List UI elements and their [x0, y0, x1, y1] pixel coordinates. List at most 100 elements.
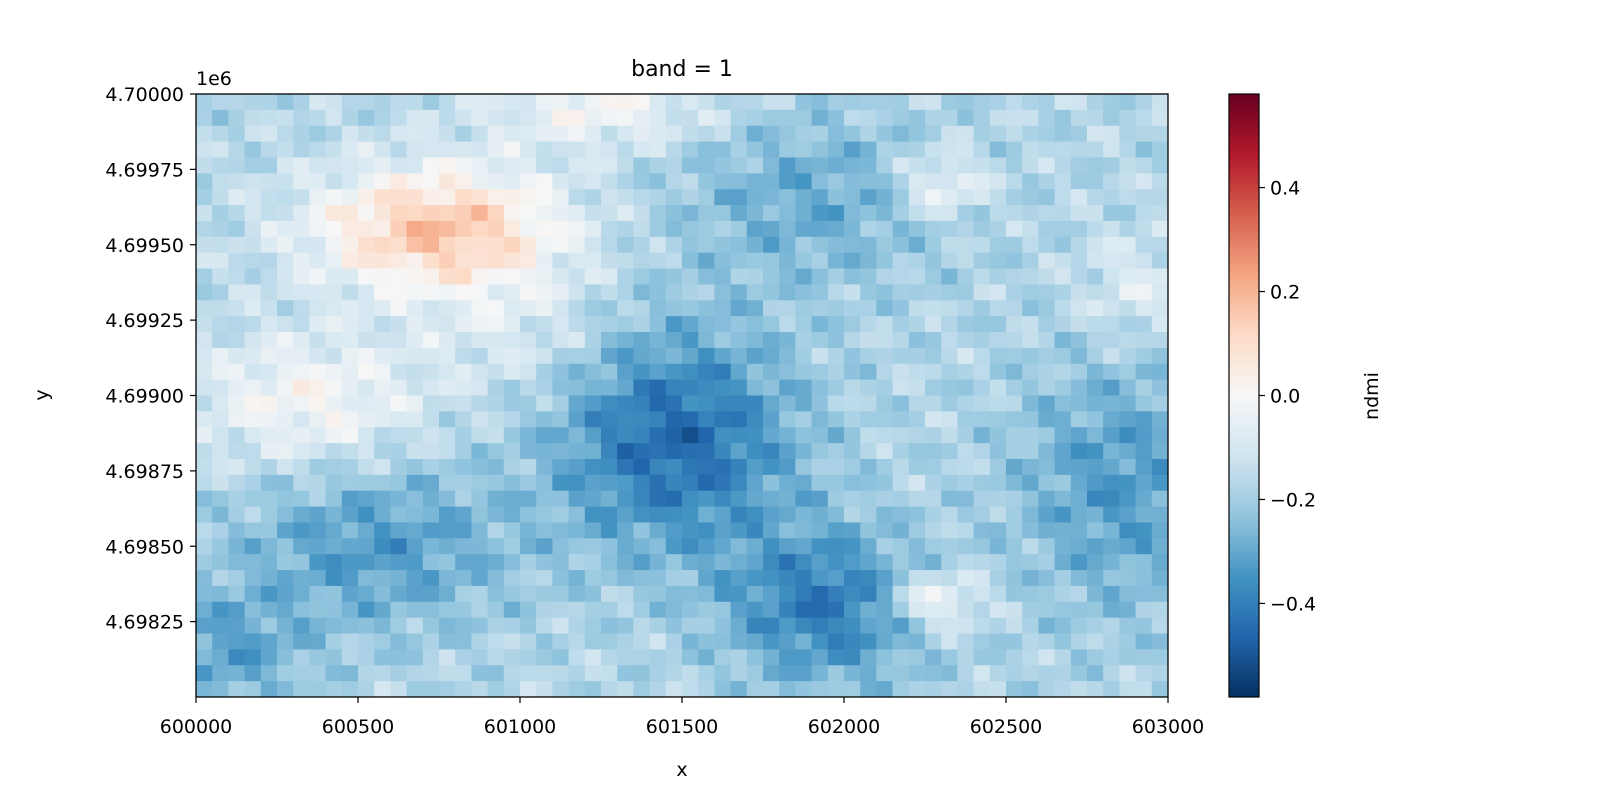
heatmap-cell: [325, 220, 343, 238]
heatmap-cell: [260, 601, 278, 619]
heatmap-cell: [422, 633, 440, 650]
heatmap-cell: [730, 554, 748, 571]
heatmap-cell: [973, 252, 991, 270]
heatmap-cell: [277, 363, 294, 381]
heatmap-cell: [536, 300, 553, 317]
heatmap-cell: [617, 665, 634, 682]
heatmap-cell: [827, 538, 845, 555]
heatmap-cell: [941, 94, 958, 111]
heatmap-cell: [422, 205, 440, 222]
heatmap-cell: [973, 458, 991, 476]
heatmap-cell: [487, 173, 505, 190]
heatmap-cell: [860, 157, 877, 174]
heatmap-cell: [1103, 506, 1120, 524]
heatmap-cell: [196, 347, 213, 365]
heatmap-cell: [212, 141, 229, 159]
heatmap-cell: [746, 284, 764, 301]
heatmap-cell: [260, 141, 278, 159]
heatmap-cell: [422, 617, 440, 635]
heatmap-cell: [633, 284, 651, 301]
heatmap-cell: [601, 94, 618, 111]
heatmap-cell: [536, 681, 553, 697]
heatmap-cell: [779, 316, 796, 333]
heatmap-cell: [973, 427, 991, 444]
heatmap-cell: [536, 665, 553, 682]
heatmap-cell: [763, 252, 780, 270]
heatmap-cell: [244, 189, 262, 206]
heatmap-cell: [471, 681, 489, 697]
heatmap-cell: [584, 363, 602, 381]
heatmap-cell: [957, 205, 975, 222]
heatmap-cell: [633, 617, 651, 635]
heatmap-cell: [811, 268, 829, 286]
heatmap-cell: [779, 681, 796, 697]
heatmap-cell: [1070, 284, 1088, 301]
heatmap-cell: [811, 570, 829, 587]
heatmap-cell: [617, 570, 634, 587]
heatmap-cell: [1151, 205, 1168, 222]
heatmap-cell: [568, 157, 586, 174]
heatmap-cell: [617, 268, 634, 286]
heatmap-cell: [1151, 617, 1168, 635]
heatmap-cell: [422, 665, 440, 682]
heatmap-cell: [908, 506, 926, 524]
heatmap-cell: [520, 252, 537, 270]
heatmap-cell: [471, 633, 489, 650]
heatmap-cell: [212, 109, 229, 127]
heatmap-cell: [876, 141, 894, 159]
heatmap-cell: [309, 268, 327, 286]
heatmap-cell: [795, 570, 813, 587]
heatmap-cell: [309, 284, 327, 301]
heatmap-cell: [584, 665, 602, 682]
heatmap-cell: [957, 252, 975, 270]
heatmap-cell: [196, 300, 213, 317]
heatmap-cell: [244, 490, 262, 508]
heatmap-cell: [536, 316, 553, 333]
heatmap-cell: [1087, 665, 1104, 682]
heatmap-cell: [763, 268, 780, 286]
heatmap-cell: [795, 141, 813, 159]
heatmap-cell: [795, 205, 813, 222]
heatmap-cell: [746, 236, 764, 254]
heatmap-cell: [892, 395, 910, 412]
colorbar: −0.4−0.20.00.20.4 ndmi: [1228, 93, 1383, 698]
heatmap-cell: [552, 189, 570, 206]
heatmap-cell: [358, 570, 375, 587]
heatmap-cell: [212, 458, 229, 476]
heatmap-cell: [925, 458, 942, 476]
heatmap-cell: [277, 522, 294, 539]
heatmap-cell: [277, 300, 294, 317]
chart-title: band = 1: [631, 57, 733, 82]
heatmap-cell: [779, 205, 796, 222]
heatmap-cell: [1151, 506, 1168, 524]
heatmap-cell: [601, 268, 618, 286]
heatmap-cell: [973, 395, 991, 412]
heatmap-cell: [957, 395, 975, 412]
heatmap-cell: [471, 665, 489, 682]
heatmap-cell: [293, 538, 310, 555]
heatmap-cell: [908, 458, 926, 476]
heatmap-cell: [406, 554, 424, 571]
heatmap-cell: [487, 284, 505, 301]
heatmap-cell: [212, 347, 229, 365]
heatmap-cell: [260, 220, 278, 238]
heatmap-cell: [811, 601, 829, 619]
heatmap-cell: [633, 332, 651, 349]
heatmap-cell: [228, 395, 246, 412]
heatmap-cell: [325, 316, 343, 333]
heatmap-cell: [196, 554, 213, 571]
heatmap-cell: [601, 189, 618, 206]
heatmap-cell: [908, 220, 926, 238]
heatmap-cell: [1022, 585, 1039, 603]
x-tick-label: 601000: [484, 716, 557, 738]
heatmap-cell: [552, 379, 570, 397]
heatmap-cell: [1070, 458, 1088, 476]
heatmap-cell: [520, 363, 537, 381]
heatmap-cell: [1103, 474, 1120, 492]
heatmap-cell: [941, 157, 958, 174]
heatmap-cell: [552, 665, 570, 682]
heatmap-cell: [1103, 189, 1120, 206]
heatmap-cell: [665, 490, 683, 508]
heatmap-cell: [471, 173, 489, 190]
heatmap-cell: [260, 665, 278, 682]
